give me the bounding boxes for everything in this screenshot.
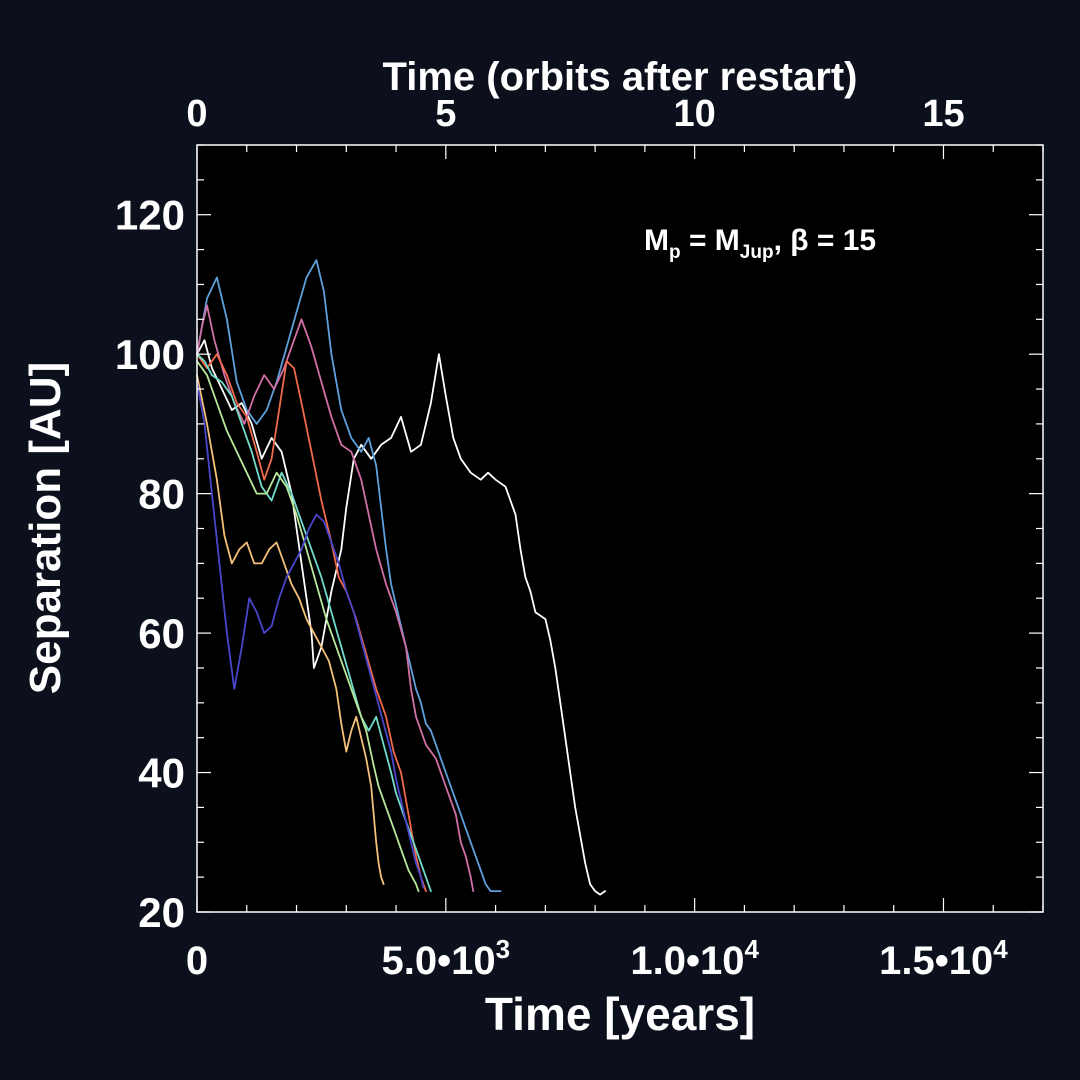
y-tick-label: 40: [138, 750, 185, 797]
x-tick-label: 0: [186, 939, 208, 983]
series-line-6: [196, 353, 432, 892]
y-tick-label: 20: [138, 889, 185, 936]
ticks-layer: 20 40 60 80 100 120 0 5.0•103 1.0•104 1.5•104 0 5 10…: [115, 93, 1044, 983]
y-tick-label: 80: [138, 471, 185, 518]
top-x-tick-label: 10: [674, 93, 716, 135]
series-line-3: [196, 304, 475, 892]
top-x-axis-label: Time (orbits after restart): [383, 55, 858, 99]
x-tick-label: 1.5•104: [879, 934, 1008, 983]
y-tick-label: 100: [115, 331, 185, 378]
top-x-tick-label: 15: [922, 93, 964, 135]
series-layer: [196, 259, 606, 896]
y-tick-label: 60: [138, 610, 185, 657]
series-line-2: [196, 259, 502, 892]
series-line-7: [196, 360, 420, 892]
x-tick-label: 5.0•103: [382, 934, 511, 983]
x-axis-label: Time [years]: [485, 988, 755, 1040]
y-axis-label: Separation [AU]: [21, 362, 70, 694]
top-x-tick-label: 0: [186, 93, 207, 135]
series-line-4: [196, 353, 427, 892]
plot-area: [197, 145, 1043, 912]
plot-frame: [196, 144, 1044, 913]
series-line-5: [196, 374, 385, 885]
series-line-8: [196, 381, 425, 889]
y-tick-label: 120: [115, 192, 185, 239]
series-line-1: [196, 339, 606, 896]
top-x-tick-label: 5: [435, 93, 456, 135]
x-tick-label: 1.0•104: [630, 934, 759, 983]
chart-annotation: Mp = MJup, β = 15: [644, 224, 876, 263]
